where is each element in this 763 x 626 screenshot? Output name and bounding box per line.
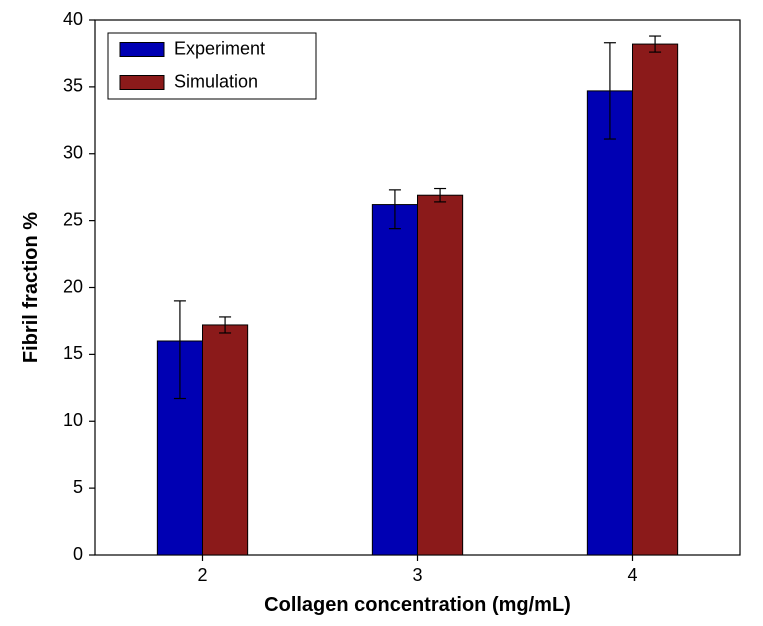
bar-simulation-4	[633, 44, 678, 555]
ytick-label: 5	[73, 477, 83, 497]
legend-label-experiment: Experiment	[174, 38, 265, 58]
y-axis-label: Fibril fraction %	[20, 212, 42, 363]
bar-simulation-2	[203, 325, 248, 555]
xtick-label: 2	[197, 565, 207, 585]
ytick-label: 35	[63, 76, 83, 96]
bar-simulation-3	[418, 195, 463, 555]
legend-label-simulation: Simulation	[174, 71, 258, 91]
bar-chart: 0 5 10 15 20 25 30 35 40 2 3 4 Fibril fraction % Coll…	[0, 0, 763, 626]
bar-experiment-3	[372, 205, 417, 555]
ytick-label: 0	[73, 544, 83, 564]
ytick-label: 25	[63, 209, 83, 229]
x-axis-label: Collagen concentration (mg/mL)	[264, 594, 571, 616]
xtick-label: 3	[412, 565, 422, 585]
ytick-label: 30	[63, 143, 83, 163]
legend-swatch-experiment	[120, 43, 164, 57]
chart-svg: 0 5 10 15 20 25 30 35 40 2 3 4 Fibril fraction % Coll…	[0, 0, 763, 626]
ytick-label: 20	[63, 276, 83, 296]
ytick-label: 10	[63, 410, 83, 430]
xtick-label: 4	[627, 565, 637, 585]
ytick-label: 40	[63, 9, 83, 29]
legend-swatch-simulation	[120, 76, 164, 90]
ytick-label: 15	[63, 343, 83, 363]
bar-experiment-4	[587, 91, 632, 555]
